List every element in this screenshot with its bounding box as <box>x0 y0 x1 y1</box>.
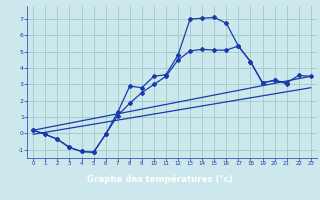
Text: Graphe des températures (°c): Graphe des températures (°c) <box>87 174 233 184</box>
